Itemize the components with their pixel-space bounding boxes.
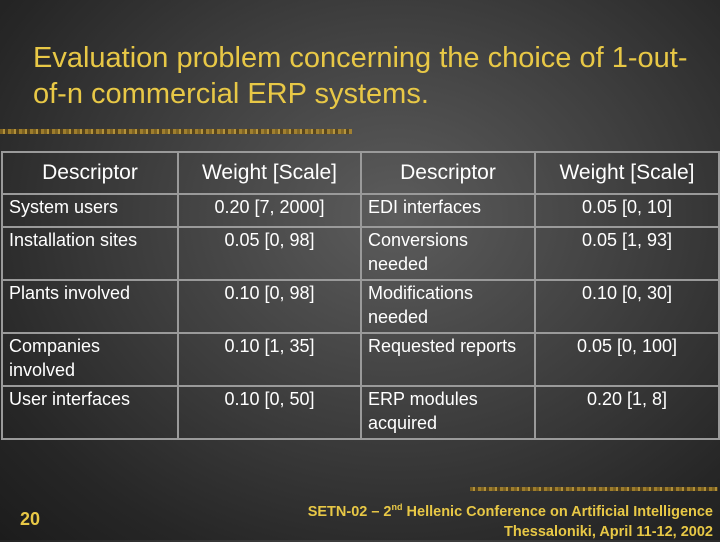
footer-line-1-prefix: SETN-02 – 2	[307, 503, 392, 520]
table-row: User interfaces 0.10 [0, 50] ERP modules…	[1, 385, 720, 440]
weight-cell: 0.05 [0, 98]	[177, 226, 362, 281]
weight-cell: 0.20 [7, 2000]	[177, 193, 362, 228]
decorative-rule-top	[0, 129, 352, 134]
header-weight-scale-2: Weight [Scale]	[534, 151, 720, 195]
weight-cell: 0.10 [0, 98]	[177, 279, 362, 334]
descriptor-cell: Plants involved	[1, 279, 179, 334]
descriptor-weight-table: Descriptor Weight [Scale] Descriptor Wei…	[1, 151, 720, 440]
slide-title: Evaluation problem concerning the choice…	[33, 42, 688, 110]
descriptor-cell: Requested reports	[360, 332, 536, 387]
table-row: Plants involved 0.10 [0, 98] Modificatio…	[1, 279, 720, 334]
decorative-rule-bottom	[470, 487, 718, 491]
descriptor-cell: Conversions needed	[360, 226, 536, 281]
descriptor-cell: System users	[1, 193, 179, 228]
descriptor-cell: Modifications needed	[360, 279, 536, 334]
descriptor-cell: Installation sites	[1, 226, 179, 281]
weight-cell: 0.10 [0, 30]	[534, 279, 720, 334]
table-row: Companies involved 0.10 [1, 35] Requeste…	[1, 332, 720, 387]
weight-cell: 0.10 [0, 50]	[177, 385, 362, 440]
weight-cell: 0.05 [0, 10]	[534, 193, 720, 228]
weight-cell: 0.20 [1, 8]	[534, 385, 720, 440]
descriptor-cell: EDI interfaces	[360, 193, 536, 228]
descriptor-cell: Companies involved	[1, 332, 179, 387]
table-header-row: Descriptor Weight [Scale] Descriptor Wei…	[1, 151, 720, 195]
weight-cell: 0.05 [0, 100]	[534, 332, 720, 387]
table-row: Installation sites 0.05 [0, 98] Conversi…	[1, 226, 720, 281]
header-descriptor-2: Descriptor	[360, 151, 536, 195]
footer-line-1-suffix: Hellenic Conference on Artificial Intell…	[402, 503, 713, 520]
page-number: 20	[20, 509, 41, 529]
footer-line-1: SETN-02 – 2nd Hellenic Conference on Art…	[308, 497, 713, 522]
header-descriptor-1: Descriptor	[1, 151, 179, 195]
descriptor-cell: User interfaces	[1, 385, 179, 440]
descriptor-cell: ERP modules acquired	[360, 385, 536, 440]
footer-line-2: Thessaloniki, April 11-12, 2002	[503, 523, 713, 540]
table-row: System users 0.20 [7, 2000] EDI interfac…	[1, 193, 720, 228]
header-weight-scale-1: Weight [Scale]	[177, 151, 362, 195]
weight-cell: 0.05 [1, 93]	[534, 226, 720, 281]
weight-cell: 0.10 [1, 35]	[177, 332, 362, 387]
footer-ordinal-suffix: nd	[391, 502, 403, 512]
footer-conference: SETN-02 – 2nd Hellenic Conference on Art…	[308, 497, 713, 542]
